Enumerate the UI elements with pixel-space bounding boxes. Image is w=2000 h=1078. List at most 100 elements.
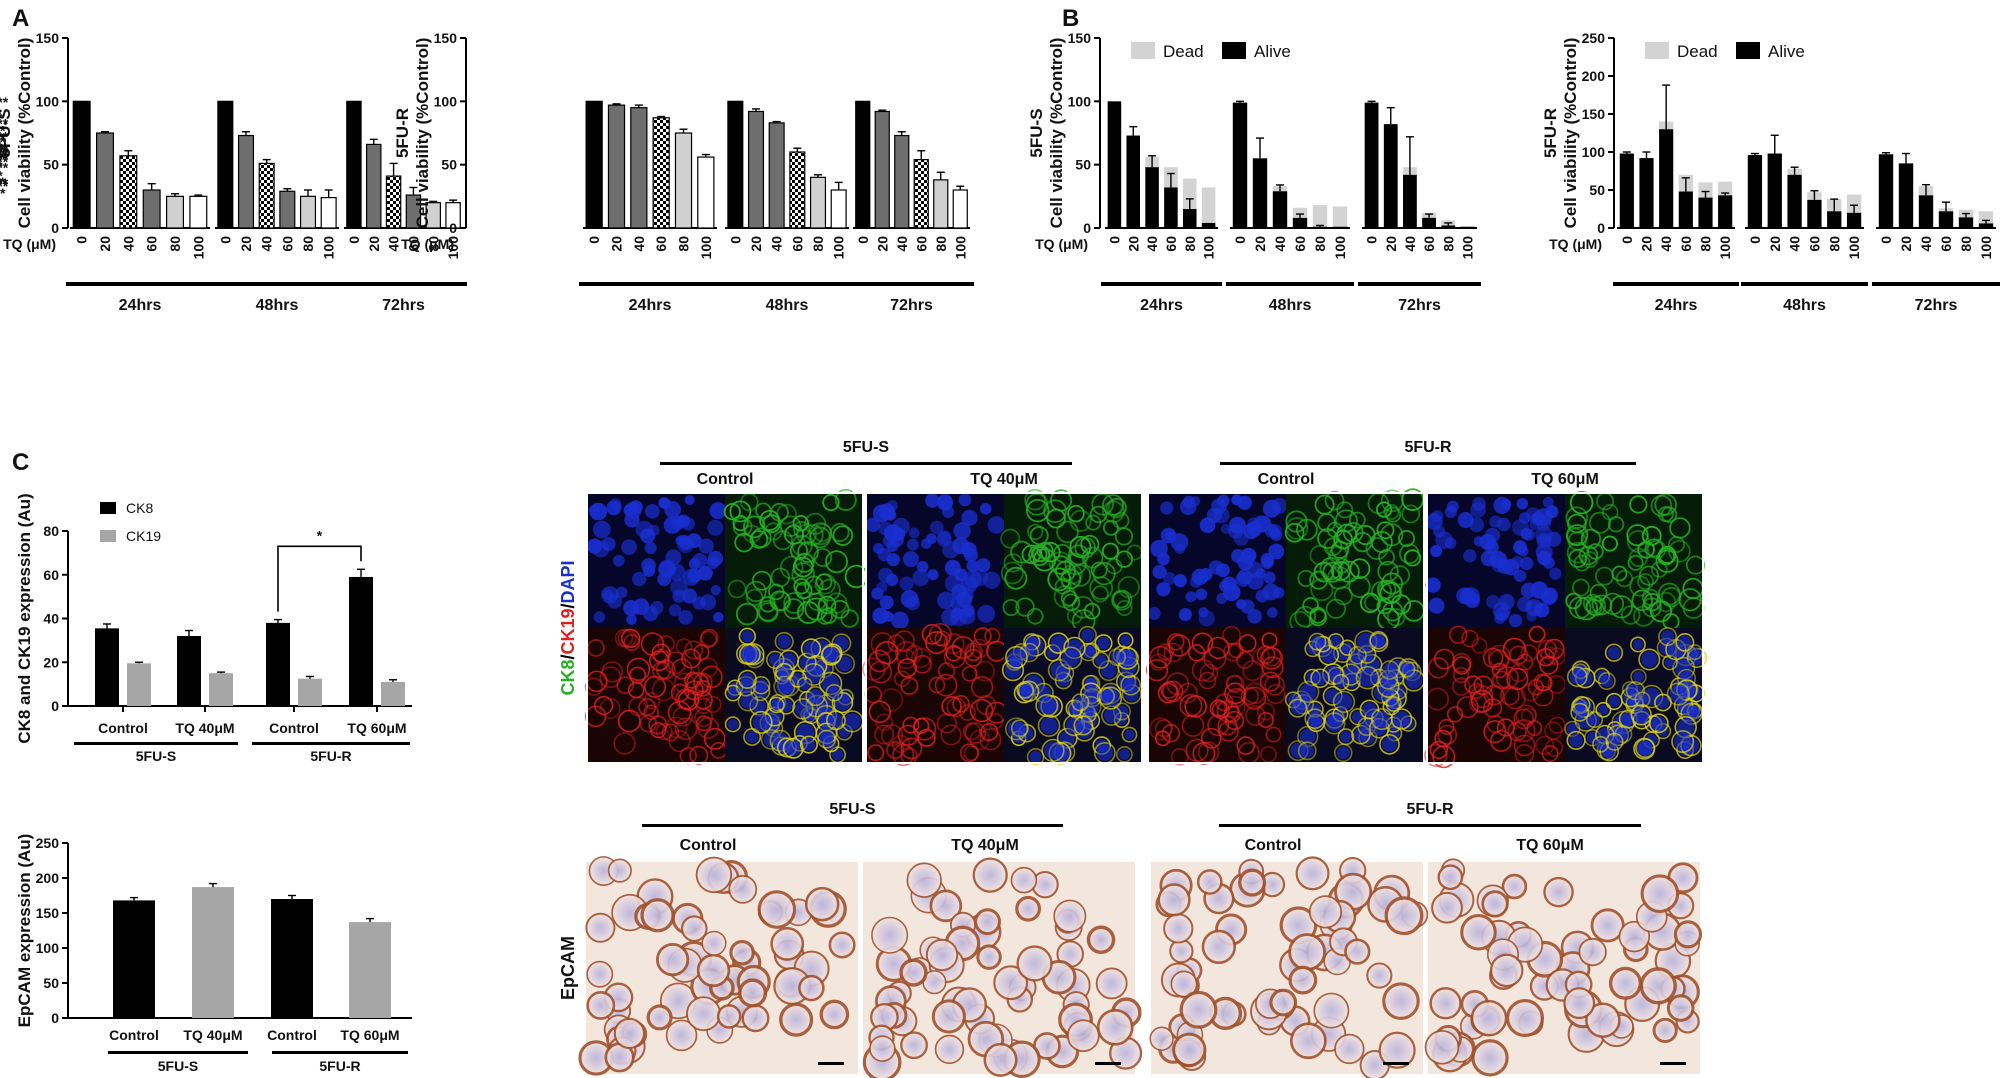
- bar: [789, 151, 806, 229]
- x-tick-label: 60: [1678, 236, 1694, 252]
- nucleus: [1262, 499, 1281, 518]
- nucleus: [831, 749, 844, 761]
- cell-outline: [1333, 529, 1353, 550]
- x-tick-label: 80: [425, 236, 441, 252]
- x-tick-label: 80: [1826, 236, 1842, 252]
- cell-outline: [917, 728, 936, 747]
- cell-outline: [959, 743, 979, 763]
- nucleus: [1120, 635, 1131, 646]
- nucleus: [1498, 593, 1515, 610]
- nucleus: [906, 538, 919, 551]
- x-tick-label: TQ 40μM: [175, 720, 234, 736]
- cell-outline: [742, 515, 766, 539]
- ihc-cell: [1618, 920, 1650, 953]
- significance-mark: ***: [0, 178, 9, 194]
- bar-alive: [1718, 195, 1733, 228]
- x-tick-label: 40: [1787, 236, 1803, 252]
- bar: [119, 155, 138, 229]
- nucleus: [626, 614, 637, 625]
- nucleus: [1569, 669, 1585, 685]
- ihc-cell: [1543, 876, 1574, 908]
- ihc-cell: [1608, 966, 1643, 1000]
- ihc-cell: [613, 1017, 646, 1050]
- nucleus: [1156, 582, 1171, 597]
- ihc-cell: [1157, 883, 1191, 917]
- cell-outline: [1313, 561, 1335, 583]
- cell-outline: [769, 729, 792, 752]
- bar: [674, 132, 693, 229]
- cell-outline: [1090, 561, 1108, 579]
- significance-mark: **: [0, 122, 6, 138]
- cell-outline: [1207, 636, 1230, 660]
- bar-alive: [1272, 191, 1288, 228]
- cell-outline: [934, 630, 951, 647]
- bar-alive: [1678, 191, 1693, 228]
- cell-outline: [1378, 548, 1395, 566]
- cell-outline: [1461, 629, 1479, 648]
- bar-alive: [1767, 153, 1782, 228]
- x-tick-label: 80: [933, 236, 949, 252]
- ihc-cell: [1501, 873, 1528, 900]
- cell-outline: [1073, 715, 1094, 736]
- cell-outline: [1332, 673, 1350, 691]
- cell-outline: [1154, 719, 1173, 738]
- ihc-cell: [1334, 1033, 1365, 1065]
- x-tick-label: 60: [913, 236, 929, 252]
- bar-alive: [1659, 129, 1674, 228]
- nucleus: [681, 517, 695, 531]
- nucleus: [1081, 628, 1095, 642]
- nucleus: [1299, 683, 1317, 701]
- cell-outline: [1116, 599, 1133, 617]
- bar: [217, 100, 234, 229]
- nucleus: [632, 571, 647, 587]
- nucleus: [612, 554, 625, 567]
- nucleus: [741, 630, 754, 643]
- panel-label-a: A: [12, 5, 29, 32]
- cell-line-header: 5FU-S: [829, 801, 876, 818]
- nucleus: [1152, 564, 1167, 579]
- cell-outline: [1379, 660, 1400, 680]
- x-tick-label: 0: [1619, 236, 1635, 244]
- cell-outline: [1108, 648, 1126, 666]
- cell-outline: [626, 657, 651, 682]
- nucleus: [700, 594, 717, 611]
- cell-outline: [1010, 719, 1029, 738]
- if-stain-label-part: /: [558, 603, 578, 608]
- bar-alive: [1978, 223, 1994, 228]
- cell-outline: [1570, 702, 1590, 722]
- x-tick-label: TQ 60μM: [347, 720, 406, 736]
- nucleus: [1160, 527, 1177, 544]
- cell-outline: [1641, 597, 1662, 618]
- cell-outline: [817, 595, 837, 615]
- bar: [874, 110, 890, 229]
- nucleus: [777, 665, 791, 679]
- nucleus: [1185, 591, 1197, 603]
- nucleus: [641, 558, 656, 573]
- cell-outline: [1520, 683, 1540, 702]
- cell-outline: [1294, 605, 1317, 628]
- x-tick-label: 20: [1252, 236, 1268, 252]
- cell-outline: [1669, 517, 1691, 539]
- cell-outline: [928, 676, 946, 694]
- cell-outline: [1163, 642, 1184, 663]
- cell-outline: [1043, 499, 1067, 524]
- nucleus: [828, 713, 844, 728]
- cell-outline: [1365, 537, 1389, 560]
- bar-ck8: [349, 576, 373, 706]
- significance-mark: **: [0, 134, 6, 150]
- ihc-cell: [931, 999, 966, 1034]
- cell-outline: [1000, 561, 1024, 585]
- nucleus: [1190, 496, 1201, 507]
- ihc-cell: [1170, 970, 1198, 998]
- ihc-cell: [1066, 1019, 1100, 1053]
- x-tick-label: 60: [1292, 236, 1308, 252]
- cell-outline: [1261, 656, 1284, 679]
- nucleus: [752, 713, 770, 732]
- cell-outline: [1336, 501, 1354, 519]
- nucleus: [697, 565, 713, 581]
- cell-outline: [1071, 595, 1095, 619]
- x-tick-label: 40: [1402, 236, 1418, 252]
- cell-outline: [1580, 528, 1602, 550]
